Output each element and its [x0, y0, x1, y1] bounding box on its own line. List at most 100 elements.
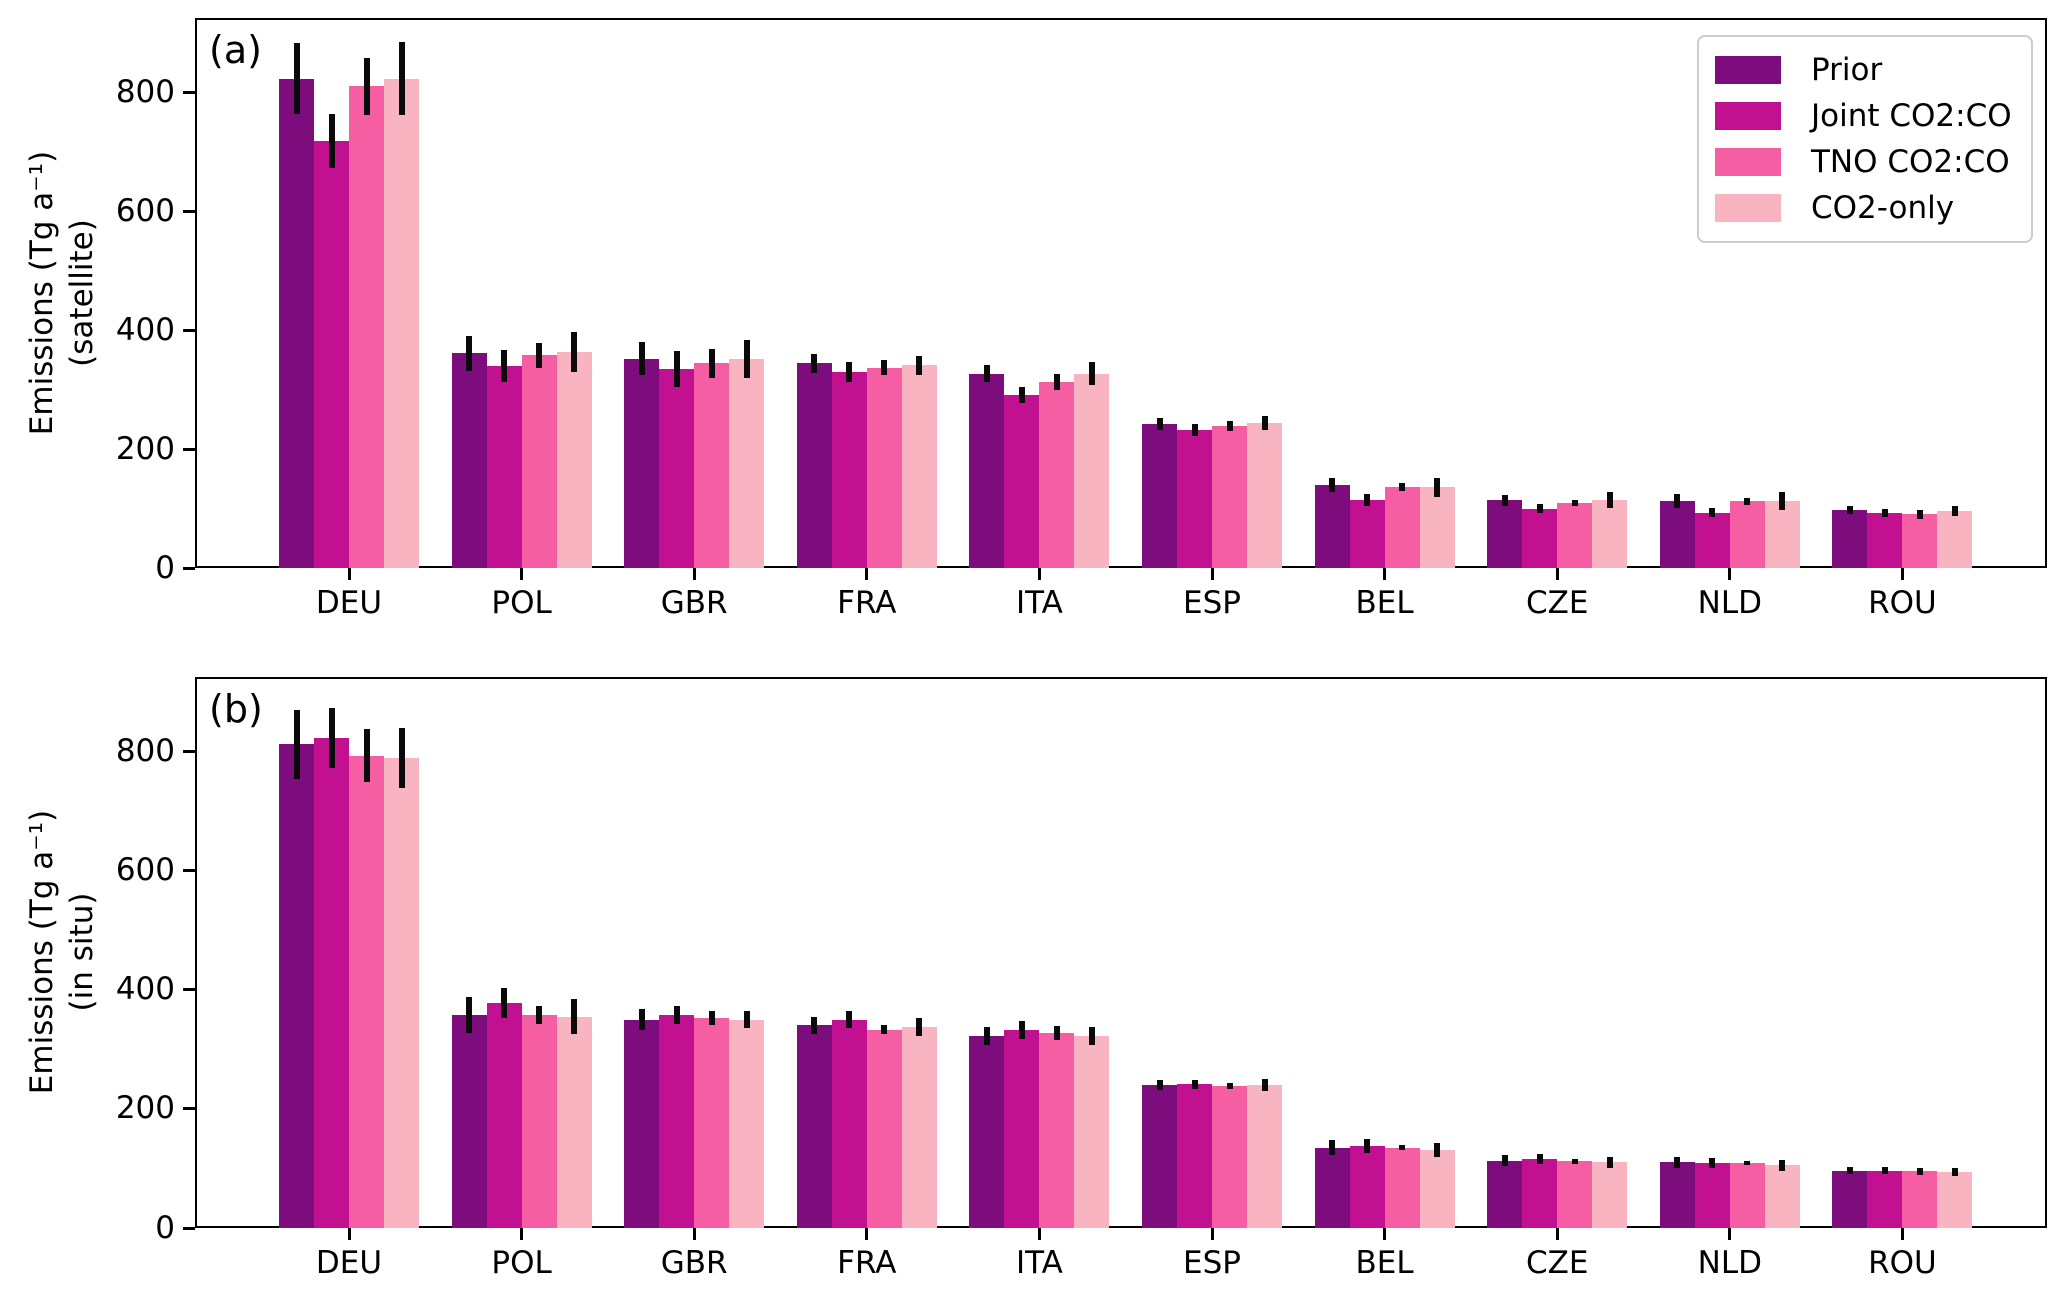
x-axis-tick-label: FRA [837, 1245, 897, 1281]
error-bar [1434, 1142, 1441, 1158]
bar-CZE-series-3 [1592, 500, 1628, 568]
bar-BEL-series-2 [1384, 487, 1420, 568]
x-axis-tick-label: GBR [660, 585, 728, 621]
bar-POL-series-1 [486, 1002, 522, 1228]
bar-ROU-series-2 [1902, 514, 1938, 568]
y-axis-tick [183, 869, 195, 873]
y-axis-label: Emissions (Tg a⁻¹) (satellite) [22, 13, 102, 573]
legend-swatch [1715, 194, 1781, 222]
bar-FRA-series-0 [796, 363, 832, 568]
bar-ROU-series-3 [1937, 1172, 1973, 1228]
bar-GBR-series-0 [624, 358, 660, 568]
error-bar [1329, 1140, 1336, 1155]
error-bar [1571, 1158, 1578, 1164]
x-axis-tick [1728, 1228, 1732, 1240]
y-axis-tick [183, 447, 195, 451]
x-axis-tick-label: ROU [1868, 1245, 1937, 1281]
y-axis-tick [183, 209, 195, 213]
error-bar [1951, 505, 1958, 517]
error-bar [1399, 482, 1406, 492]
error-bar [1156, 1080, 1163, 1090]
x-axis-tick-label: FRA [837, 585, 897, 621]
error-bar [398, 42, 405, 115]
x-axis-tick-label: BEL [1355, 1245, 1414, 1281]
bar-NLD-series-2 [1729, 501, 1765, 568]
x-axis-tick-label: DEU [315, 1245, 383, 1281]
y-axis-tick-label: 800 [115, 73, 175, 110]
bar-BEL-series-1 [1349, 1145, 1385, 1228]
error-bar [501, 987, 508, 1018]
error-bar [1881, 508, 1888, 517]
x-axis-tick [520, 1228, 524, 1240]
error-bar [1261, 1079, 1268, 1091]
x-axis-tick [347, 568, 351, 580]
error-bar [983, 1026, 990, 1045]
bar-ITA-series-0 [969, 1035, 1005, 1228]
bar-NLD-series-0 [1659, 1162, 1695, 1228]
x-axis-tick [1900, 568, 1904, 580]
legend-item: TNO CO2:CO [1699, 145, 2031, 179]
error-bar [571, 998, 578, 1035]
bar-CZE-series-2 [1557, 502, 1593, 568]
legend-item: CO2-only [1699, 191, 2031, 225]
y-axis-tick [183, 566, 195, 570]
bar-ITA-series-2 [1039, 1033, 1075, 1228]
legend-label: TNO CO2:CO [1811, 144, 2010, 180]
bar-ITA-series-3 [1074, 1035, 1110, 1228]
bar-GBR-series-2 [694, 1018, 730, 1228]
x-axis-tick [865, 568, 869, 580]
bar-FRA-series-2 [866, 367, 902, 568]
bar-CZE-series-2 [1557, 1161, 1593, 1228]
error-bar [1744, 497, 1751, 505]
bar-BEL-series-1 [1349, 500, 1385, 568]
bar-NLD-series-0 [1659, 500, 1695, 568]
bar-DEU-series-1 [314, 141, 349, 568]
bar-CZE-series-1 [1522, 508, 1558, 568]
bar-ITA-series-1 [1004, 1029, 1040, 1228]
x-axis-tick-label: DEU [315, 585, 383, 621]
x-axis-tick-label: POL [491, 585, 552, 621]
error-bar [983, 364, 990, 383]
bar-CZE-series-3 [1592, 1162, 1628, 1228]
error-bar [1053, 374, 1060, 390]
legend-label: Joint CO2:CO [1811, 98, 2012, 134]
x-axis-tick-label: ESP [1183, 1245, 1241, 1281]
bar-BEL-series-3 [1419, 487, 1455, 568]
bar-ITA-series-3 [1074, 373, 1110, 568]
error-bar [501, 350, 508, 383]
error-bar [1191, 424, 1198, 436]
legend-item: Prior [1699, 53, 2031, 87]
y-axis-tick-label: 200 [115, 1090, 175, 1127]
bar-BEL-series-3 [1419, 1149, 1455, 1228]
error-bar [1606, 1157, 1613, 1168]
y-axis-label-line1: Emissions (Tg a⁻¹) [24, 150, 60, 436]
x-axis-tick-label: NLD [1697, 585, 1762, 621]
bar-DEU-series-2 [349, 755, 384, 1228]
x-axis-tick [1037, 1228, 1041, 1240]
error-bar [536, 1005, 543, 1024]
y-axis-label-line2: (in situ) [64, 892, 100, 1012]
error-bar [363, 728, 370, 783]
x-axis-tick [865, 1228, 869, 1240]
error-bar [1951, 1167, 1958, 1177]
bar-POL-series-0 [451, 353, 487, 568]
x-axis-tick-label: BEL [1355, 585, 1414, 621]
error-bar [1053, 1026, 1060, 1041]
x-axis-tick-label: ITA [1015, 1245, 1063, 1281]
x-axis-tick-label: CZE [1525, 585, 1589, 621]
bar-ROU-series-1 [1867, 512, 1903, 568]
x-axis-tick [692, 568, 696, 580]
error-bar [1088, 1026, 1095, 1045]
bar-POL-series-0 [451, 1014, 487, 1228]
error-bar [328, 707, 335, 768]
error-bar [638, 1008, 645, 1031]
error-bar [1364, 494, 1371, 507]
error-bar [743, 339, 750, 378]
error-bar [1434, 477, 1441, 497]
error-bar [846, 1010, 853, 1029]
bar-ESP-series-2 [1212, 425, 1247, 568]
legend: Prior Joint CO2:CO TNO CO2:CO CO2-only [1697, 35, 2033, 243]
y-axis-tick-label: 0 [155, 549, 175, 586]
bar-POL-series-2 [521, 355, 557, 568]
bar-GBR-series-1 [659, 368, 695, 568]
